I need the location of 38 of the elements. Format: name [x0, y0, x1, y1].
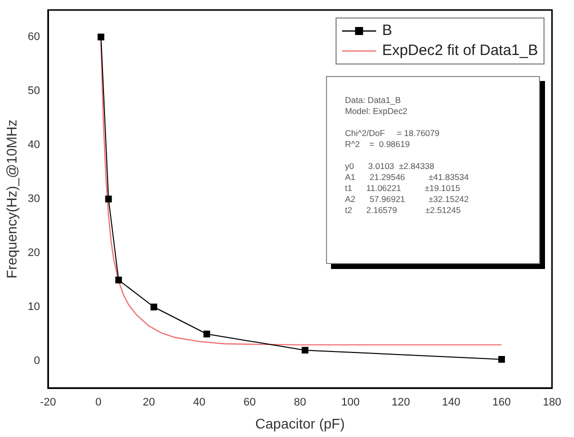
x-tick-label: 40	[193, 396, 206, 409]
point	[105, 196, 112, 202]
x-axis-title: Capacitor (pF)	[255, 415, 345, 432]
point	[98, 34, 104, 40]
point	[203, 330, 210, 338]
y-tick-label: 10	[28, 301, 40, 314]
y-axis-title: Frequency(Hz)_@10MHz	[3, 120, 20, 278]
x-tick-label: 160	[492, 396, 511, 409]
x-tick-label: 120	[392, 396, 410, 409]
annotation: y0 3.0103 ±2.84338	[345, 161, 436, 172]
annotation: t1 11.06221 ±19.1015	[345, 183, 462, 194]
legend-label: ExpDec2 fit of Data1_B	[382, 42, 538, 60]
annotation: A1 21.29546 ±41.83534	[345, 172, 470, 183]
annotation: R^2 = 0.98619	[345, 139, 411, 150]
y-tick-label: 60	[28, 31, 40, 44]
y-tick-label: 0	[34, 355, 40, 368]
x-tick-label: 60	[243, 396, 256, 409]
y-tick-label: 50	[28, 85, 40, 98]
y-tick-label: 30	[28, 193, 40, 206]
annotation: Model: ExpDec2	[345, 106, 408, 117]
x-tick-label: 140	[442, 396, 460, 409]
point	[302, 346, 308, 354]
point	[150, 304, 158, 310]
x-tick-label: 20	[142, 396, 155, 409]
y-tick-label: 40	[28, 139, 40, 152]
x-tick-label: 0	[95, 396, 102, 409]
annotation: Chi^2/DoF = 18.76079	[345, 128, 440, 139]
legend-label: B	[382, 22, 392, 40]
x-tick-label: 100	[341, 396, 360, 409]
annotation: t2 2.16579 ±2.51245	[345, 205, 462, 216]
x-tick-label: 80	[294, 396, 306, 409]
x-tick-label: -20	[40, 396, 56, 409]
x-tick-label: 180	[542, 396, 562, 409]
y-tick-label: 20	[28, 247, 40, 260]
annotation: Data: Data1_B	[345, 95, 402, 106]
point	[498, 356, 505, 363]
annotation: A2 57.96921 ±32.15242	[345, 194, 470, 205]
point	[115, 276, 122, 284]
